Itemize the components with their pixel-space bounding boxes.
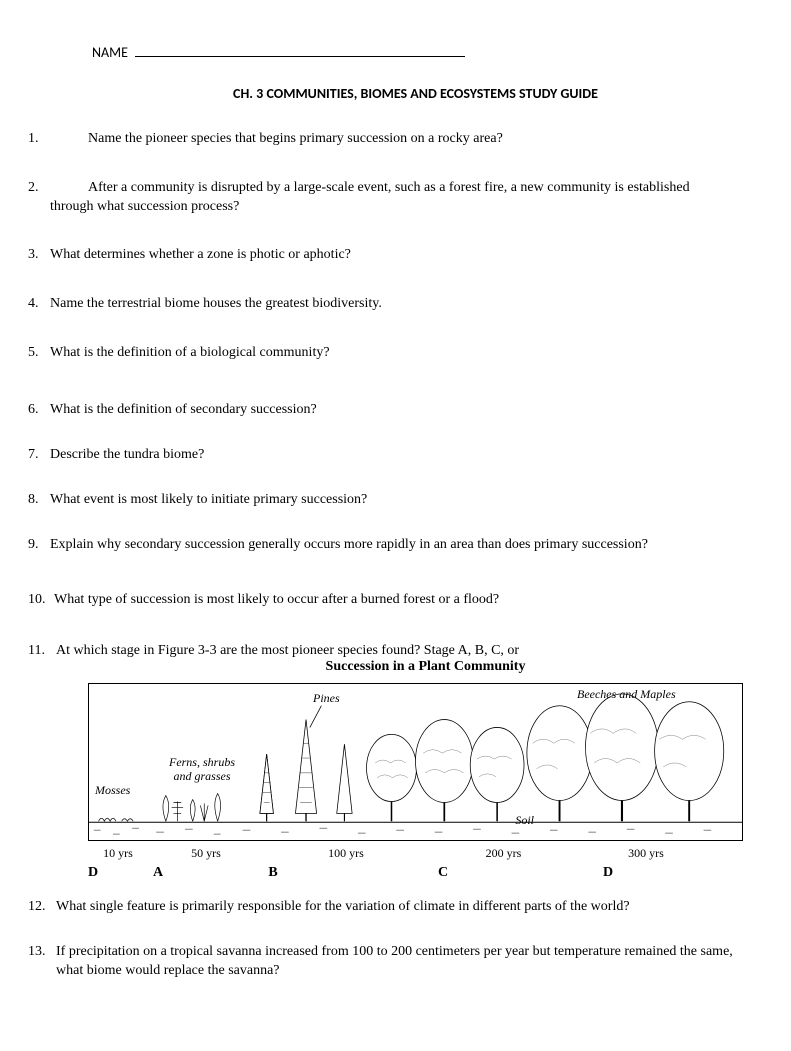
question-1: 1. Name the pioneer species that begins … <box>28 130 763 149</box>
question-6: 6. What is the definition of secondary s… <box>28 401 763 420</box>
question-text: Name the terrestrial biome houses the gr… <box>50 295 763 314</box>
question-10: 10. What type of succession is most like… <box>28 591 763 610</box>
question-9: 9. Explain why secondary succession gene… <box>28 536 763 555</box>
label-pines: Pines <box>313 692 340 705</box>
question-number: 1. <box>28 130 50 149</box>
year-tick: 10 yrs <box>90 845 146 861</box>
year-tick: 50 yrs <box>146 845 266 861</box>
question-text: What is the definition of a biological c… <box>50 344 763 363</box>
figure-box: Mosses Ferns, shrubs and grasses Pines B… <box>88 683 743 841</box>
question-text: If precipitation on a tropical savanna i… <box>56 943 763 981</box>
question-text: Describe the tundra biome? <box>50 446 763 465</box>
question-text: Name the pioneer species that begins pri… <box>50 130 763 149</box>
label-soil: Soil <box>515 812 534 828</box>
question-text: What type of succession is most likely t… <box>54 591 763 610</box>
question-13: 13. If precipitation on a tropical savan… <box>28 943 763 981</box>
stage-label: C <box>358 864 528 883</box>
question-text: Explain why secondary succession general… <box>50 536 763 555</box>
question-2-line1: After a community is disrupted by a larg… <box>50 179 763 198</box>
question-number: 13. <box>28 943 56 981</box>
name-blank <box>135 45 465 57</box>
question-4: 4. Name the terrestrial biome houses the… <box>28 295 763 314</box>
question-3: 3. What determines whether a zone is pho… <box>28 246 763 265</box>
question-7: 7. Describe the tundra biome? <box>28 446 763 465</box>
question-8: 8. What event is most likely to initiate… <box>28 491 763 510</box>
year-tick: 300 yrs <box>581 845 711 861</box>
question-text: What single feature is primarily respons… <box>56 898 763 917</box>
question-number: 7. <box>28 446 50 465</box>
year-tick: 200 yrs <box>426 845 581 861</box>
figure-stages: D A B C D <box>88 864 743 883</box>
question-5: 5. What is the definition of a biologica… <box>28 344 763 363</box>
stage-label: A <box>128 864 188 883</box>
question-number: 8. <box>28 491 50 510</box>
name-label: NAME <box>92 44 128 61</box>
question-number: 5. <box>28 344 50 363</box>
figure-caption: Succession in a Plant Community <box>28 658 763 677</box>
question-number: 4. <box>28 295 50 314</box>
label-mosses: Mosses <box>95 784 130 797</box>
question-number: 2. <box>28 179 50 217</box>
question-number: 9. <box>28 536 50 555</box>
question-2: 2. After a community is disrupted by a l… <box>28 179 763 217</box>
question-number: 3. <box>28 246 50 265</box>
dangling-d: D <box>88 864 128 883</box>
stage-label: D <box>528 864 688 883</box>
question-12: 12. What single feature is primarily res… <box>28 898 763 917</box>
label-ferns: Ferns, shrubs and grasses <box>157 756 247 782</box>
question-number: 6. <box>28 401 50 420</box>
label-beeches: Beeches and Maples <box>577 688 676 701</box>
figure-years-axis: 10 yrs 50 yrs 100 yrs 200 yrs 300 yrs <box>88 845 743 861</box>
year-tick: 100 yrs <box>266 845 426 861</box>
page-title: CH. 3 COMMUNITIES, BIOMES AND ECOSYSTEMS… <box>28 85 763 104</box>
name-line: NAME <box>28 44 763 63</box>
question-2-line2: through what succession process? <box>50 198 763 217</box>
question-number: 11. <box>28 642 56 661</box>
question-number: 12. <box>28 898 56 917</box>
figure-3-3: Mosses Ferns, shrubs and grasses Pines B… <box>88 683 743 882</box>
question-text: After a community is disrupted by a larg… <box>50 179 763 217</box>
stage-label: B <box>188 864 358 883</box>
question-text: What event is most likely to initiate pr… <box>50 491 763 510</box>
question-text: What determines whether a zone is photic… <box>50 246 763 265</box>
question-number: 10. <box>28 591 54 610</box>
question-text: What is the definition of secondary succ… <box>50 401 763 420</box>
